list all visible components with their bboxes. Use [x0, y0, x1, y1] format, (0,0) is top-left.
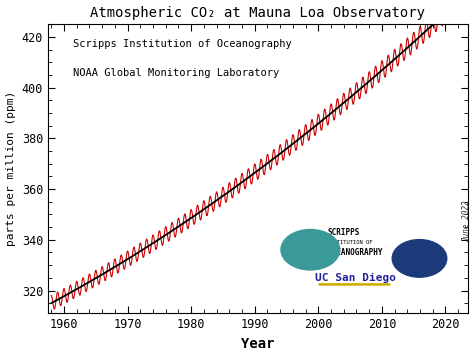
Title: Atmospheric CO₂ at Mauna Loa Observatory: Atmospheric CO₂ at Mauna Loa Observatory	[91, 6, 425, 20]
X-axis label: Year: Year	[241, 337, 274, 351]
Text: NOAA Global Monitoring Laboratory: NOAA Global Monitoring Laboratory	[73, 67, 280, 77]
Text: INSTITUTION OF: INSTITUTION OF	[327, 240, 373, 245]
Text: Scripps Institution of Oceanography: Scripps Institution of Oceanography	[73, 39, 292, 49]
Text: UC San Diego: UC San Diego	[315, 273, 396, 283]
Circle shape	[281, 230, 340, 270]
Circle shape	[392, 240, 447, 277]
Y-axis label: parts per million (ppm): parts per million (ppm)	[6, 91, 16, 246]
Text: NOAA: NOAA	[412, 249, 427, 254]
Text: June 2022: June 2022	[463, 201, 471, 242]
Text: OCEANOGRAPHY: OCEANOGRAPHY	[327, 248, 383, 257]
Text: SCRIPPS: SCRIPPS	[327, 228, 359, 237]
